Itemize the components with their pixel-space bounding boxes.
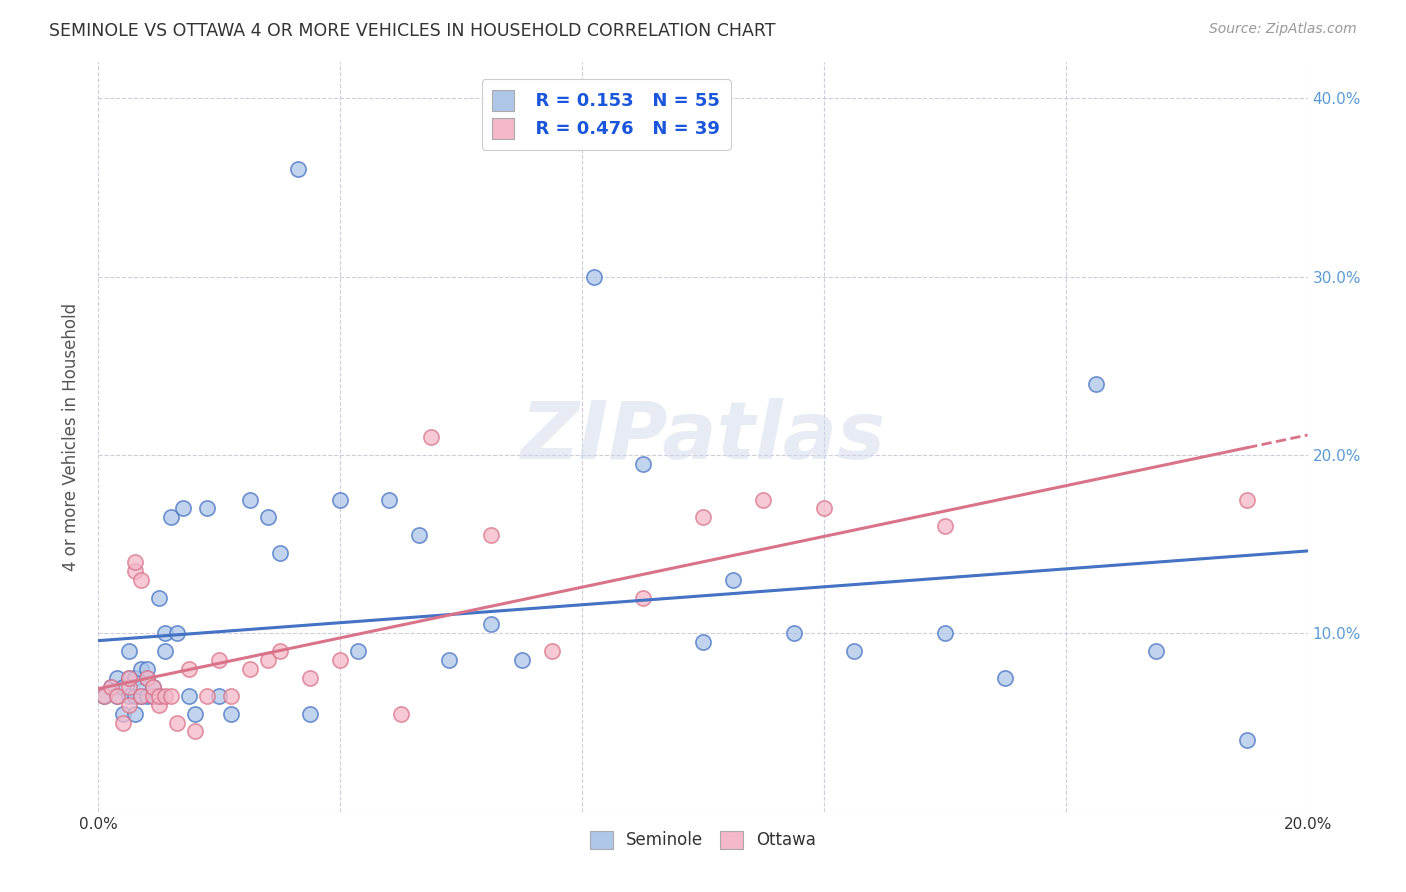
Point bbox=[179, 689, 201, 703]
Point bbox=[1236, 733, 1258, 747]
Point bbox=[105, 689, 128, 703]
Point bbox=[239, 492, 262, 507]
Point bbox=[118, 689, 141, 703]
Point bbox=[184, 724, 207, 739]
Point bbox=[93, 689, 115, 703]
Point bbox=[184, 706, 207, 721]
Point bbox=[160, 689, 183, 703]
Point bbox=[692, 635, 714, 649]
Point bbox=[752, 492, 775, 507]
Point bbox=[129, 662, 152, 676]
Legend: Seminole, Ottawa: Seminole, Ottawa bbox=[583, 824, 823, 855]
Point bbox=[118, 644, 141, 658]
Point bbox=[142, 689, 165, 703]
Point bbox=[813, 501, 835, 516]
Point bbox=[692, 510, 714, 524]
Point bbox=[329, 492, 352, 507]
Point bbox=[153, 626, 176, 640]
Point bbox=[1236, 492, 1258, 507]
Point bbox=[256, 653, 278, 667]
Point bbox=[347, 644, 370, 658]
Text: SEMINOLE VS OTTAWA 4 OR MORE VEHICLES IN HOUSEHOLD CORRELATION CHART: SEMINOLE VS OTTAWA 4 OR MORE VEHICLES IN… bbox=[49, 22, 776, 40]
Point bbox=[420, 430, 443, 444]
Point bbox=[160, 510, 183, 524]
Point bbox=[481, 617, 503, 632]
Point bbox=[111, 715, 134, 730]
Point bbox=[124, 671, 146, 685]
Point bbox=[118, 671, 141, 685]
Point bbox=[510, 653, 533, 667]
Point bbox=[129, 689, 152, 703]
Point bbox=[481, 528, 503, 542]
Point bbox=[208, 689, 231, 703]
Point bbox=[129, 573, 152, 587]
Point bbox=[540, 644, 562, 658]
Point bbox=[179, 662, 201, 676]
Point bbox=[269, 546, 291, 560]
Text: Source: ZipAtlas.com: Source: ZipAtlas.com bbox=[1209, 22, 1357, 37]
Point bbox=[148, 689, 170, 703]
Point bbox=[329, 653, 352, 667]
Point bbox=[135, 689, 157, 703]
Point bbox=[299, 706, 322, 721]
Point bbox=[256, 510, 278, 524]
Point bbox=[377, 492, 399, 507]
Point bbox=[142, 689, 165, 703]
Point bbox=[135, 662, 157, 676]
Point bbox=[195, 501, 218, 516]
Point bbox=[142, 680, 165, 694]
Point bbox=[269, 644, 291, 658]
Point bbox=[124, 706, 146, 721]
Point bbox=[124, 564, 146, 578]
Point bbox=[389, 706, 412, 721]
Point bbox=[723, 573, 745, 587]
Point bbox=[100, 680, 122, 694]
Point bbox=[100, 680, 122, 694]
Point bbox=[631, 457, 654, 471]
Point bbox=[583, 269, 606, 284]
Point bbox=[221, 689, 243, 703]
Point bbox=[208, 653, 231, 667]
Point bbox=[111, 680, 134, 694]
Point bbox=[148, 698, 170, 712]
Point bbox=[934, 519, 956, 533]
Point bbox=[783, 626, 806, 640]
Point bbox=[166, 715, 188, 730]
Point bbox=[118, 698, 141, 712]
Point bbox=[129, 689, 152, 703]
Point bbox=[135, 671, 157, 685]
Point bbox=[844, 644, 866, 658]
Point bbox=[239, 662, 262, 676]
Point bbox=[118, 671, 141, 685]
Point bbox=[221, 706, 243, 721]
Point bbox=[153, 689, 176, 703]
Point bbox=[172, 501, 194, 516]
Point bbox=[153, 644, 176, 658]
Point bbox=[287, 162, 309, 177]
Point bbox=[129, 680, 152, 694]
Point bbox=[195, 689, 218, 703]
Point bbox=[124, 555, 146, 569]
Point bbox=[631, 591, 654, 605]
Point bbox=[135, 671, 157, 685]
Point bbox=[142, 680, 165, 694]
Point bbox=[148, 591, 170, 605]
Point bbox=[118, 680, 141, 694]
Point bbox=[93, 689, 115, 703]
Point bbox=[111, 706, 134, 721]
Text: ZIPatlas: ZIPatlas bbox=[520, 398, 886, 476]
Point bbox=[105, 671, 128, 685]
Y-axis label: 4 or more Vehicles in Household: 4 or more Vehicles in Household bbox=[62, 303, 80, 571]
Point bbox=[105, 689, 128, 703]
Point bbox=[124, 689, 146, 703]
Point bbox=[994, 671, 1017, 685]
Point bbox=[166, 626, 188, 640]
Point bbox=[934, 626, 956, 640]
Point bbox=[148, 689, 170, 703]
Point bbox=[299, 671, 322, 685]
Point bbox=[408, 528, 430, 542]
Point bbox=[1085, 376, 1108, 391]
Point bbox=[437, 653, 460, 667]
Point bbox=[1144, 644, 1167, 658]
